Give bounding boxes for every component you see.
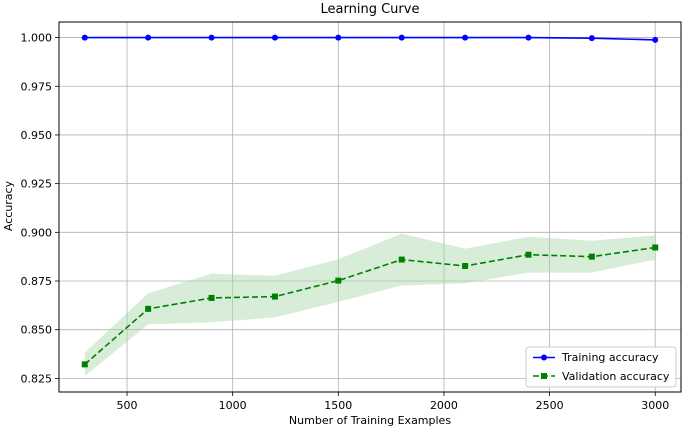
validation-accuracy-point: [145, 305, 152, 312]
training-accuracy-point: [398, 34, 405, 41]
y-tick-label: 0.950: [21, 129, 53, 142]
validation-accuracy-point: [652, 244, 659, 251]
legend-label-training: Training accuracy: [561, 351, 659, 364]
training-accuracy-point: [525, 34, 532, 41]
confidence-band-layer: [84, 233, 656, 377]
series-layer: [81, 34, 659, 368]
validation-accuracy-point: [525, 251, 532, 258]
validation-confidence-band: [84, 233, 656, 377]
training-accuracy-line: [84, 36, 656, 41]
x-tick-label: 3000: [641, 399, 669, 412]
plot-frame: [58, 21, 682, 393]
y-tick-label: 0.850: [21, 324, 53, 337]
y-tick-label: 0.975: [21, 80, 53, 93]
axis-ticks: 500 1000 1500 2000 2500 3000 0.825 0.850 0.875 0.…: [21, 32, 670, 412]
x-tick-label: 500: [117, 399, 138, 412]
x-tick-label: 1500: [324, 399, 352, 412]
y-axis-label: Accuracy: [2, 180, 15, 231]
legend-box: [525, 346, 677, 388]
legend-marker-training: [541, 354, 547, 361]
training-accuracy-point: [335, 34, 342, 41]
validation-accuracy-point: [335, 277, 342, 284]
training-accuracy-point: [271, 34, 278, 41]
validation-accuracy-line: [84, 246, 656, 365]
training-accuracy-point: [81, 34, 88, 41]
validation-accuracy-point: [81, 361, 88, 368]
y-tick-label: 1.000: [21, 32, 53, 45]
y-tick-label: 0.875: [21, 275, 53, 288]
y-tick-label: 0.925: [21, 178, 53, 191]
legend-marker-validation: [541, 373, 547, 379]
training-accuracy-point: [462, 34, 469, 41]
training-accuracy-point: [588, 35, 595, 42]
x-tick-label: 2000: [430, 399, 458, 412]
x-tick-label: 1000: [219, 399, 247, 412]
validation-accuracy-point: [398, 256, 405, 263]
legend: Training accuracy Validation accuracy: [525, 346, 677, 388]
training-accuracy-point: [145, 34, 152, 41]
validation-accuracy-point: [271, 293, 278, 300]
training-accuracy-point: [208, 34, 215, 41]
validation-accuracy-point: [462, 263, 469, 270]
grid: [59, 22, 681, 392]
x-tick-label: 2500: [536, 399, 564, 412]
training-accuracy-point: [652, 36, 659, 43]
y-tick-label: 0.825: [21, 372, 53, 385]
validation-accuracy-point: [588, 253, 595, 260]
legend-label-validation: Validation accuracy: [562, 370, 670, 383]
x-axis-label: Number of Training Examples: [289, 414, 451, 427]
chart-title: Learning Curve: [321, 2, 420, 17]
y-tick-label: 0.900: [21, 226, 53, 239]
validation-accuracy-point: [208, 294, 215, 301]
